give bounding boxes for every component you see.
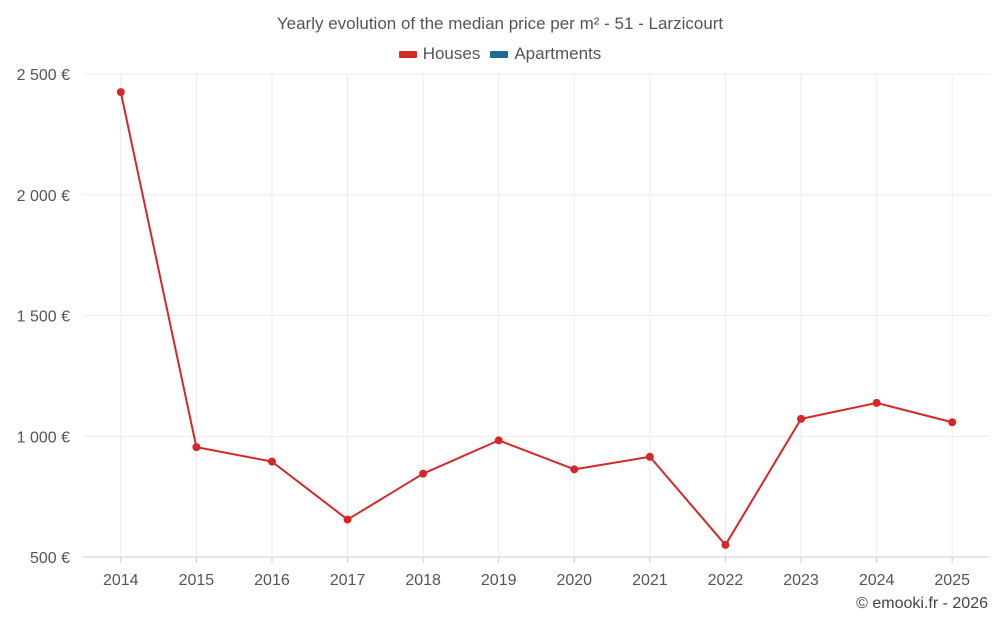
data-point-houses	[419, 469, 428, 478]
x-tick-label: 2023	[783, 572, 819, 589]
data-point-houses	[721, 540, 730, 549]
x-tick-label: 2022	[708, 572, 744, 589]
y-tick-label: 500 €	[30, 550, 70, 567]
y-tick-label: 2 500 €	[17, 67, 70, 84]
data-point-houses	[645, 452, 654, 461]
x-tick-label: 2018	[405, 572, 441, 589]
data-point-houses	[343, 515, 352, 524]
legend-label-apartments: Apartments	[514, 44, 602, 63]
x-tick-label: 2025	[934, 572, 970, 589]
data-point-houses	[116, 88, 125, 97]
y-tick-label: 1 500 €	[17, 309, 70, 326]
x-tick-label: 2021	[632, 572, 668, 589]
legend: Houses Apartments	[0, 44, 1000, 64]
series-line-houses	[119, 91, 953, 546]
x-tick-label: 2020	[556, 572, 592, 589]
chart-title: Yearly evolution of the median price per…	[276, 14, 724, 33]
legend-item-houses[interactable]: Houses	[398, 44, 481, 64]
data-point-houses	[192, 443, 201, 452]
legend-swatch-houses	[398, 50, 417, 58]
credit-text: © emooki.fr - 2026	[856, 595, 988, 612]
data-point-houses	[267, 457, 276, 466]
x-tick-label: 2015	[179, 572, 215, 589]
y-tick-label: 2 000 €	[17, 188, 70, 205]
data-point-houses	[797, 414, 806, 423]
data-point-houses	[872, 398, 881, 407]
y-tick-label: 1 000 €	[17, 429, 70, 446]
legend-label-houses: Houses	[422, 44, 481, 63]
data-point-houses	[948, 418, 957, 427]
x-tick-label: 2019	[481, 572, 517, 589]
data-point-houses	[570, 465, 579, 474]
x-tick-label: 2014	[103, 572, 139, 589]
data-point-houses	[494, 436, 503, 445]
x-tick-label: 2024	[859, 572, 895, 589]
x-tick-label: 2017	[330, 572, 366, 589]
x-tick-label: 2016	[254, 572, 290, 589]
legend-item-apartments[interactable]: Apartments	[490, 44, 601, 64]
legend-swatch-apartments	[490, 50, 509, 58]
